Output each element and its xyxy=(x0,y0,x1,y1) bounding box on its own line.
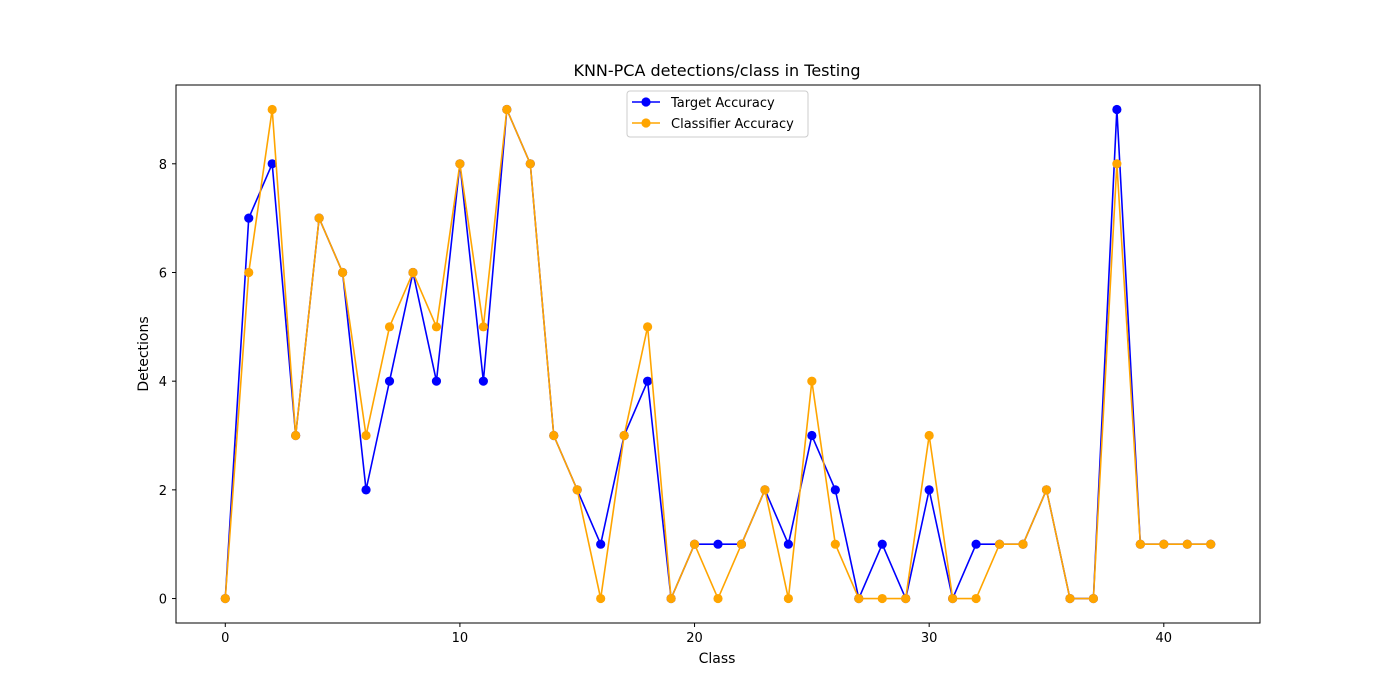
classifier-accuracy-point xyxy=(291,430,301,441)
classifier-accuracy-point xyxy=(1112,159,1122,169)
target-accuracy-point xyxy=(244,213,254,223)
classifier-accuracy-point xyxy=(1041,485,1052,495)
classifier-accuracy-point xyxy=(596,593,606,604)
target-accuracy-point xyxy=(384,376,395,386)
classifier-accuracy-point xyxy=(736,539,747,549)
target-accuracy-point xyxy=(924,485,934,495)
classifier-accuracy-point xyxy=(901,593,911,604)
legend-marker-target-accuracy xyxy=(641,97,651,107)
legend-label-classifier-accuracy: Classifier Accuracy xyxy=(671,117,794,132)
classifier-accuracy-point xyxy=(549,430,559,441)
classifier-accuracy-point xyxy=(314,213,324,223)
classifier-accuracy-point xyxy=(948,593,958,604)
classifier-accuracy-point xyxy=(1182,539,1192,549)
classifier-accuracy-point xyxy=(244,267,254,278)
target-accuracy-point xyxy=(478,376,488,386)
classifier-accuracy-point xyxy=(854,593,864,604)
classifier-accuracy-point xyxy=(1135,539,1145,549)
target-accuracy-point xyxy=(830,485,840,495)
target-accuracy-point xyxy=(1112,104,1122,115)
target-accuracy-point xyxy=(971,539,981,549)
classifier-accuracy-point xyxy=(713,593,723,604)
legend-marker-classifier-accuracy xyxy=(641,118,651,128)
classifier-accuracy-point xyxy=(1206,539,1216,549)
x-axis-label: Class xyxy=(699,651,736,667)
classifier-accuracy-point xyxy=(525,159,535,169)
classifier-accuracy-point xyxy=(924,430,934,441)
classifier-accuracy-point xyxy=(760,485,770,495)
classifier-accuracy-point xyxy=(830,539,840,549)
classifier-accuracy-point xyxy=(1159,539,1169,549)
y-tick-label: 8 xyxy=(159,158,167,173)
target-accuracy-point xyxy=(643,376,653,386)
target-accuracy-point xyxy=(361,485,371,495)
classifier-accuracy-point xyxy=(502,104,512,115)
legend-box xyxy=(626,90,809,138)
classifier-accuracy-point xyxy=(455,159,465,169)
y-axis-label: Detections xyxy=(136,316,152,391)
classifier-accuracy-point xyxy=(643,322,653,332)
classifier-accuracy-point xyxy=(572,485,582,495)
x-tick-label: 30 xyxy=(921,631,938,646)
target-accuracy-point xyxy=(713,539,723,549)
x-tick-label: 0 xyxy=(221,631,229,646)
classifier-accuracy-point xyxy=(994,539,1005,549)
legend-label-target-accuracy: Target Accuracy xyxy=(670,96,775,111)
classifier-accuracy-point xyxy=(478,322,488,332)
classifier-accuracy-point xyxy=(619,430,629,441)
target-accuracy-point xyxy=(807,430,817,441)
classifier-accuracy-point xyxy=(1065,593,1075,604)
target-accuracy-point xyxy=(877,539,887,549)
classifier-accuracy-point xyxy=(220,593,230,604)
classifier-accuracy-point xyxy=(337,267,348,278)
y-tick-label: 4 xyxy=(159,375,167,390)
plot-background xyxy=(176,85,1260,623)
classifier-accuracy-point xyxy=(361,430,371,441)
target-accuracy-point xyxy=(267,159,277,169)
classifier-accuracy-point xyxy=(666,593,676,604)
classifier-accuracy-point xyxy=(877,593,887,604)
classifier-accuracy-point xyxy=(384,322,395,332)
y-tick-label: 0 xyxy=(159,593,167,608)
classifier-accuracy-point xyxy=(1018,539,1028,549)
target-accuracy-point xyxy=(783,539,793,549)
x-tick-label: 40 xyxy=(1156,631,1173,646)
legend: Target Accuracy Classifier Accuracy xyxy=(626,90,809,138)
x-tick-label: 10 xyxy=(452,631,469,646)
y-tick-label: 2 xyxy=(159,484,167,499)
classifier-accuracy-point xyxy=(267,104,277,115)
y-tick-label: 6 xyxy=(159,266,167,281)
classifier-accuracy-point xyxy=(971,593,981,604)
chart-title: KNN-PCA detections/class in Testing xyxy=(573,61,860,80)
classifier-accuracy-point xyxy=(807,376,817,386)
target-accuracy-point xyxy=(431,376,442,386)
classifier-accuracy-point xyxy=(783,593,793,604)
classifier-accuracy-point xyxy=(1088,593,1099,604)
classifier-accuracy-point xyxy=(689,539,700,549)
x-tick-label: 20 xyxy=(686,631,703,646)
target-accuracy-point xyxy=(596,539,606,549)
plot-area: 0 10 20 30 40 0 2 4 6 8 xyxy=(159,84,1261,646)
plot-frame xyxy=(175,84,1261,624)
classifier-accuracy-point xyxy=(431,322,442,332)
classifier-accuracy-point xyxy=(408,267,418,278)
